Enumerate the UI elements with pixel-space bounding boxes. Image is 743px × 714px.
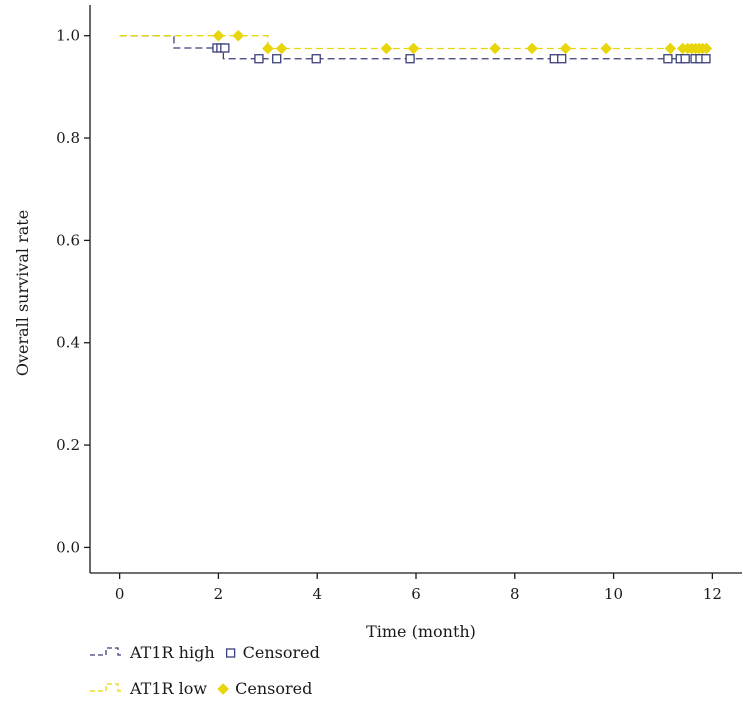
- censor-mark-0-14: [701, 54, 711, 64]
- y-tick-label-4: 0.8: [56, 129, 80, 147]
- legend-censored-label-0: Censored: [243, 643, 320, 662]
- censor-mark-1-4: [380, 42, 393, 55]
- censor-mark-1-8: [559, 42, 572, 55]
- censor-mark-0-11: [680, 54, 690, 64]
- y-tick-label-5: 1.0: [56, 27, 80, 45]
- censor-mark-1-2: [261, 42, 274, 55]
- x-tick-label-2: 4: [312, 585, 322, 603]
- legend-censor-mark-1: [217, 683, 229, 695]
- x-tick-label-0: 0: [115, 585, 125, 603]
- censor-mark-0-2: [220, 43, 230, 53]
- legend-label-1: AT1R low: [129, 679, 207, 698]
- plot-layer: 0 2 4 6 8 10 12 0.0 0.2 0.4 0.6 0.8 1.0: [56, 5, 742, 603]
- legend-line-sample-0: [90, 647, 124, 656]
- series-1: [119, 29, 713, 55]
- y-tick-label-0: 0.0: [56, 538, 80, 556]
- legend-entry-0: AT1R high Censored: [90, 643, 320, 662]
- legend-entry-1: AT1R low Censored: [90, 679, 312, 698]
- censor-mark-1-6: [489, 42, 501, 55]
- x-axis-title: Time (month): [366, 622, 476, 641]
- series-line-1: [119, 35, 708, 50]
- censor-mark-0-3: [254, 54, 264, 64]
- x-tick-label-4: 8: [510, 585, 520, 603]
- censor-mark-1-0: [212, 29, 225, 42]
- censor-mark-1-10: [664, 42, 677, 55]
- censor-mark-1-9: [600, 42, 613, 55]
- censor-mark-1-7: [526, 42, 538, 55]
- censor-mark-1-17: [700, 42, 713, 55]
- legend-censor-mark-0: [225, 648, 236, 658]
- legend-label-0: AT1R high: [129, 643, 215, 662]
- y-tick-label-1: 0.2: [56, 436, 80, 454]
- x-tick-label-5: 10: [604, 585, 623, 603]
- x-tick-label-3: 6: [411, 585, 421, 603]
- censor-mark-1-1: [232, 29, 245, 42]
- censor-mark-1-3: [275, 42, 288, 55]
- legend: AT1R high Censored AT1R low Censored: [90, 643, 320, 698]
- censor-mark-0-4: [272, 54, 282, 64]
- censor-mark-1-5: [407, 42, 420, 55]
- x-tick-label-6: 12: [703, 585, 722, 603]
- legend-line-sample-1: [90, 683, 124, 692]
- y-tick-label-2: 0.4: [56, 334, 80, 352]
- y-tick-label-3: 0.6: [56, 231, 80, 249]
- legend-censored-label-1: Censored: [235, 679, 312, 698]
- x-tick-label-1: 2: [214, 585, 224, 603]
- censor-mark-0-6: [405, 54, 415, 64]
- censor-mark-0-9: [663, 54, 673, 64]
- censor-mark-0-5: [311, 54, 321, 64]
- censor-mark-0-8: [557, 54, 567, 64]
- y-axis-title: Overall survival rate: [13, 210, 32, 376]
